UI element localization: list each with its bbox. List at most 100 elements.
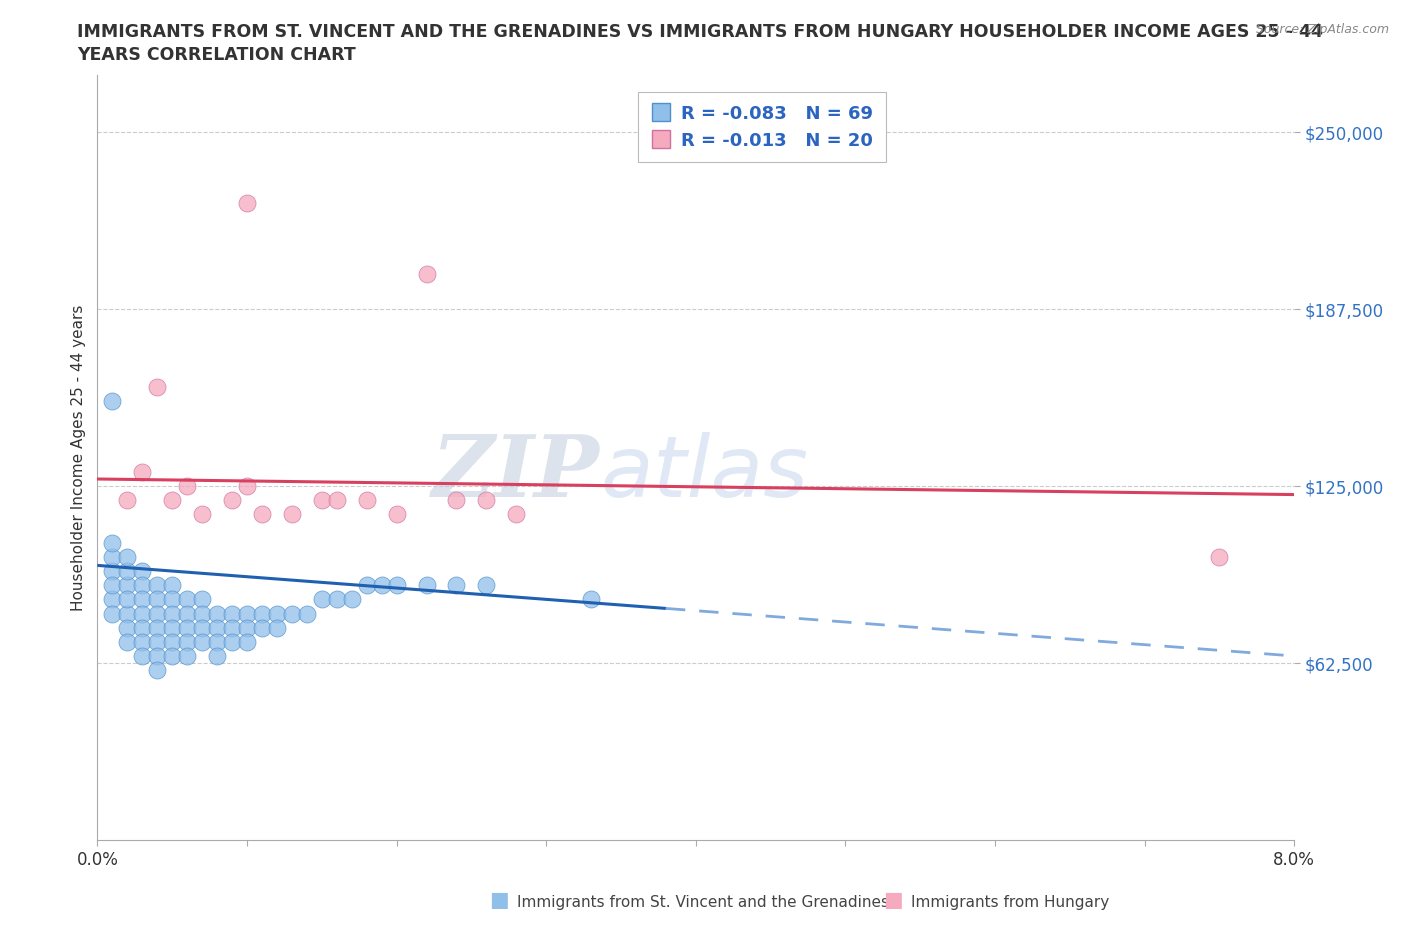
Point xyxy=(266,606,288,621)
Point xyxy=(131,620,153,635)
Point xyxy=(205,606,228,621)
Text: Source: ZipAtlas.com: Source: ZipAtlas.com xyxy=(1256,23,1389,36)
Point xyxy=(191,507,214,522)
Point xyxy=(101,393,124,408)
Text: atlas: atlas xyxy=(600,432,808,514)
Point xyxy=(191,634,214,649)
Text: Immigrants from Hungary: Immigrants from Hungary xyxy=(911,895,1109,910)
Point xyxy=(250,620,273,635)
Point xyxy=(146,379,169,394)
Point xyxy=(176,479,198,494)
Point xyxy=(160,493,183,508)
Text: ZIP: ZIP xyxy=(432,432,600,515)
Point xyxy=(356,493,378,508)
Point xyxy=(117,606,139,621)
Point xyxy=(176,591,198,606)
Point xyxy=(281,606,304,621)
Point xyxy=(101,564,124,578)
Text: ■: ■ xyxy=(883,889,903,910)
Y-axis label: Householder Income Ages 25 - 44 years: Householder Income Ages 25 - 44 years xyxy=(72,305,86,611)
Point xyxy=(1208,550,1230,565)
Point xyxy=(117,620,139,635)
Text: IMMIGRANTS FROM ST. VINCENT AND THE GRENADINES VS IMMIGRANTS FROM HUNGARY HOUSEH: IMMIGRANTS FROM ST. VINCENT AND THE GREN… xyxy=(77,23,1323,41)
Point xyxy=(205,648,228,663)
Point xyxy=(250,507,273,522)
Text: ■: ■ xyxy=(489,889,509,910)
Point xyxy=(101,536,124,551)
Point xyxy=(340,591,363,606)
Point xyxy=(160,634,183,649)
Point xyxy=(326,591,349,606)
Point xyxy=(266,620,288,635)
Point xyxy=(160,620,183,635)
Point xyxy=(176,634,198,649)
Point xyxy=(295,606,318,621)
Point xyxy=(326,493,349,508)
Point xyxy=(191,591,214,606)
Point xyxy=(236,195,259,210)
Point xyxy=(146,591,169,606)
Point xyxy=(176,620,198,635)
Point xyxy=(146,578,169,592)
Point xyxy=(131,464,153,479)
Point xyxy=(250,606,273,621)
Point xyxy=(101,578,124,592)
Point xyxy=(311,591,333,606)
Point xyxy=(205,634,228,649)
Point xyxy=(505,507,527,522)
Point xyxy=(236,620,259,635)
Point xyxy=(415,266,437,281)
Point xyxy=(117,591,139,606)
Point xyxy=(221,493,243,508)
Point xyxy=(370,578,392,592)
Point xyxy=(160,578,183,592)
Point xyxy=(146,620,169,635)
Point xyxy=(101,591,124,606)
Point xyxy=(131,634,153,649)
Point xyxy=(385,507,408,522)
Point xyxy=(236,606,259,621)
Point xyxy=(176,648,198,663)
Point xyxy=(146,606,169,621)
Point xyxy=(385,578,408,592)
Point xyxy=(475,493,498,508)
Point xyxy=(236,479,259,494)
Point xyxy=(146,634,169,649)
Point xyxy=(579,591,602,606)
Point xyxy=(281,507,304,522)
Point xyxy=(446,578,468,592)
Point xyxy=(117,578,139,592)
Point xyxy=(236,634,259,649)
Point xyxy=(101,550,124,565)
Point xyxy=(146,663,169,678)
Point xyxy=(101,606,124,621)
Point xyxy=(176,606,198,621)
Point xyxy=(221,634,243,649)
Point xyxy=(205,620,228,635)
Point xyxy=(160,591,183,606)
Point xyxy=(191,606,214,621)
Point xyxy=(117,564,139,578)
Point xyxy=(117,493,139,508)
Point xyxy=(117,550,139,565)
Legend: R = -0.083   N = 69, R = -0.013   N = 20: R = -0.083 N = 69, R = -0.013 N = 20 xyxy=(638,92,886,163)
Text: Immigrants from St. Vincent and the Grenadines: Immigrants from St. Vincent and the Gren… xyxy=(517,895,890,910)
Point xyxy=(117,634,139,649)
Point xyxy=(221,606,243,621)
Point xyxy=(221,620,243,635)
Point xyxy=(191,620,214,635)
Point xyxy=(131,606,153,621)
Point xyxy=(160,606,183,621)
Point xyxy=(415,578,437,592)
Point xyxy=(311,493,333,508)
Text: YEARS CORRELATION CHART: YEARS CORRELATION CHART xyxy=(77,46,356,64)
Point xyxy=(160,648,183,663)
Point xyxy=(131,564,153,578)
Point xyxy=(131,591,153,606)
Point xyxy=(131,648,153,663)
Point xyxy=(131,578,153,592)
Point xyxy=(146,648,169,663)
Point xyxy=(356,578,378,592)
Point xyxy=(475,578,498,592)
Point xyxy=(446,493,468,508)
